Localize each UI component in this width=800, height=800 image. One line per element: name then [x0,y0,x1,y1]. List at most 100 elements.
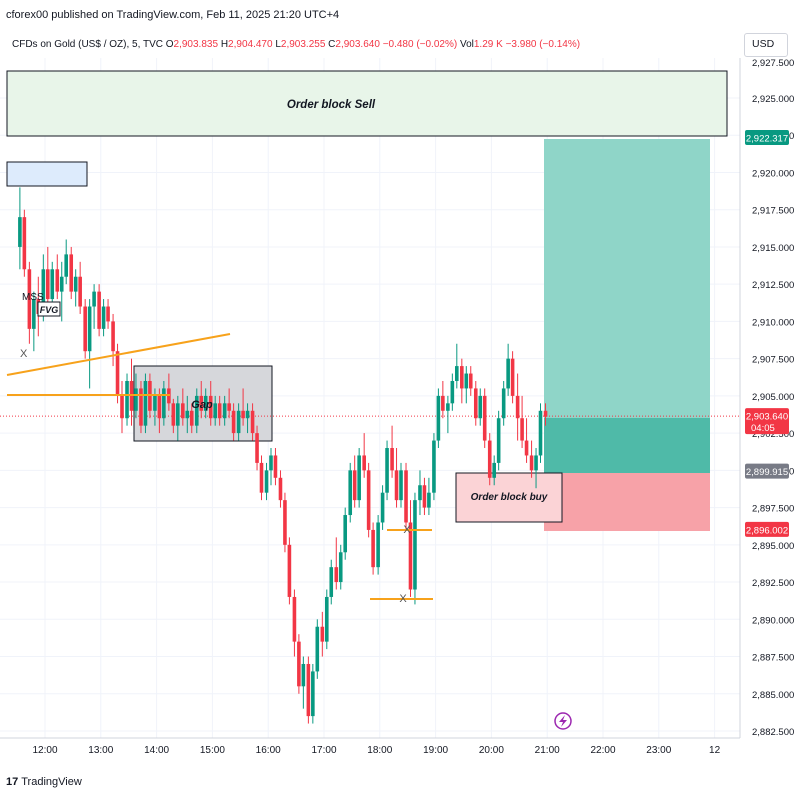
candle-body [194,395,199,426]
y-tick-label: 2,882.500 [752,727,794,738]
candle-body [362,455,366,471]
candle-body [203,395,208,411]
order-block-buy-zone [455,472,563,523]
x-tick-label: 16:00 [256,745,281,756]
candle-body [241,410,245,419]
candle-body [380,492,385,523]
candle-body [41,269,46,314]
candle-body [78,276,82,307]
candle-body [264,470,269,493]
candle-body [320,626,325,642]
candle-body [311,671,315,717]
currency-button[interactable] [744,33,788,57]
x-tick-label: 21:00 [535,745,560,756]
lightning-bolt [559,715,567,727]
open-value: 2,903.835 [173,39,219,50]
x-tick-label: 12:00 [32,745,57,756]
candle-body [301,663,306,687]
publisher-info: cforex00 published on TradingView.com, F… [6,9,340,21]
candle-body [520,418,524,441]
candle-body [55,269,60,292]
candle-body [125,380,129,419]
candle-body [413,500,417,590]
candle-body [185,410,190,419]
tradingview-logo[interactable]: 17 TradingView [6,776,82,788]
candle-body [297,641,301,687]
y-tick-label: 2,912.500 [752,280,794,291]
x-tick-label: 20:00 [479,745,504,756]
candle-body [460,366,464,389]
candle-body [441,395,445,411]
candle-body [366,470,371,530]
candle-body [348,470,353,516]
candle-body [236,410,241,434]
candle-body [189,410,194,426]
zones [0,70,740,531]
close-value: 2,903.640 [335,39,380,50]
tradingview-logo-text: TradingView [21,776,82,788]
x-tick-label: 12 [709,745,721,756]
low-label: L [275,39,281,50]
currency-label: USD [752,38,775,50]
candle-body [501,388,506,419]
candle-body [199,395,204,411]
candle-body [482,395,487,441]
candle-body [217,403,222,419]
candle-body [506,358,510,389]
candle-body [390,448,394,471]
candle-body [231,410,236,434]
candle-body [524,440,529,456]
candle-body [538,410,543,456]
y-tick-label: 2,905.000 [752,392,794,403]
candle-body [468,373,473,389]
candle-body [543,410,548,417]
price-label-target [745,129,789,145]
candle-body [478,395,483,419]
candle-body [111,321,115,352]
blue-zone [6,161,88,187]
fvg-label: FVG [40,305,59,315]
candle-body [534,455,538,471]
mss-label: MSS [22,292,44,303]
high-value: 2,904.470 [228,39,273,50]
candle-body [487,440,492,478]
price-countdown: 04:05 [751,423,775,434]
candle-body [106,306,110,322]
candle-body [292,596,297,642]
candle-body [385,448,389,493]
candle-body [343,515,348,553]
y-tick-label: 2,897.500 [752,504,794,515]
trendline [6,333,231,376]
candle-body [455,366,459,381]
candle-body [22,217,27,270]
candle-body [120,395,124,419]
y-tick-label: 2,910.000 [752,317,794,328]
candle-body [143,380,148,426]
candle-body [427,492,431,508]
y-tick-label: 2,907.500 [752,355,794,366]
candle-body [27,269,32,329]
price-label-text: 2,903.640 [746,412,788,423]
x-mark: X [399,593,407,605]
price-label-text: 2,899.915 [746,467,788,478]
lightning-icon[interactable] [554,712,572,730]
candle-body [208,395,213,419]
y-tick-label: 2,925.000 [752,94,794,105]
candle-body [153,395,157,411]
candle-body [376,522,380,568]
symbol-name[interactable]: CFDs on Gold (US$ / OZ), 5, TVC [12,39,163,50]
candle-body [69,254,74,292]
candle-body [357,455,361,501]
y-tick-label: 2,892.500 [752,578,794,589]
symbol-legend: CFDs on Gold (US$ / OZ), 5, TVC O2,903.8… [12,39,580,50]
x-mark: X [20,348,28,360]
stop-loss-zone [544,473,710,531]
price-label-stop [745,521,789,537]
candle-body [283,500,287,545]
candle-body [422,485,427,508]
volume-value: 1.29 K [473,39,503,50]
candle-body [101,306,106,329]
candle-body [464,373,469,389]
take-profit-zone [544,139,710,473]
